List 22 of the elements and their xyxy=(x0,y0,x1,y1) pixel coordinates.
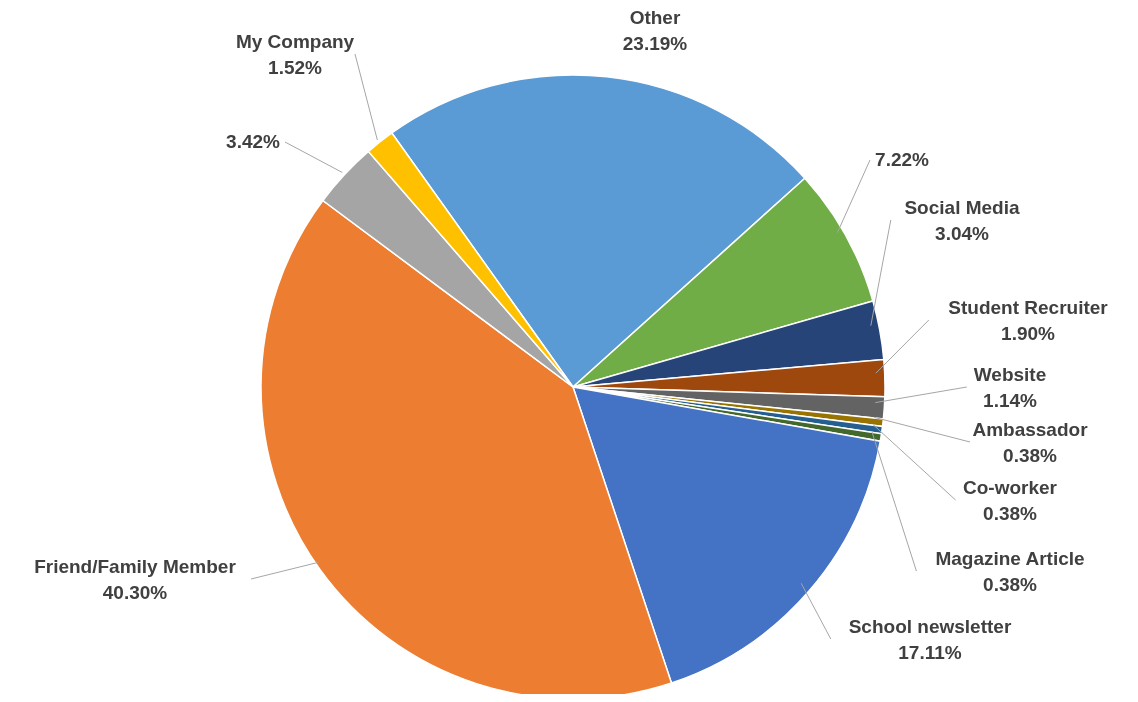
data-label: 3.42% xyxy=(226,131,281,152)
data-label: 1.14% xyxy=(983,390,1038,411)
data-label: 23.19% xyxy=(622,33,688,54)
slice-label: My Company xyxy=(235,31,355,52)
data-label: 7.22% xyxy=(875,149,930,170)
slice-label: Friend/Family Member xyxy=(34,556,237,577)
slice-label: Social Media xyxy=(904,197,1020,218)
slice-label: Website xyxy=(973,364,1047,385)
data-label: 0.38% xyxy=(983,574,1038,595)
slice-label: School newsletter xyxy=(848,616,1012,637)
slice-label: Student Recruiter xyxy=(948,297,1109,318)
slice-label: Magazine Article xyxy=(935,548,1085,569)
data-label: 0.38% xyxy=(1003,445,1058,466)
slice-label: Other xyxy=(629,7,681,28)
data-label: 0.38% xyxy=(983,503,1038,524)
data-label: 1.90% xyxy=(1001,323,1056,344)
data-label: 3.04% xyxy=(935,223,990,244)
data-label: 40.30% xyxy=(102,582,168,603)
data-label: 1.52% xyxy=(268,57,323,78)
data-label: 17.11% xyxy=(898,642,962,663)
slice-label: Co-worker xyxy=(963,477,1058,498)
slice-label: Ambassador xyxy=(972,419,1089,440)
